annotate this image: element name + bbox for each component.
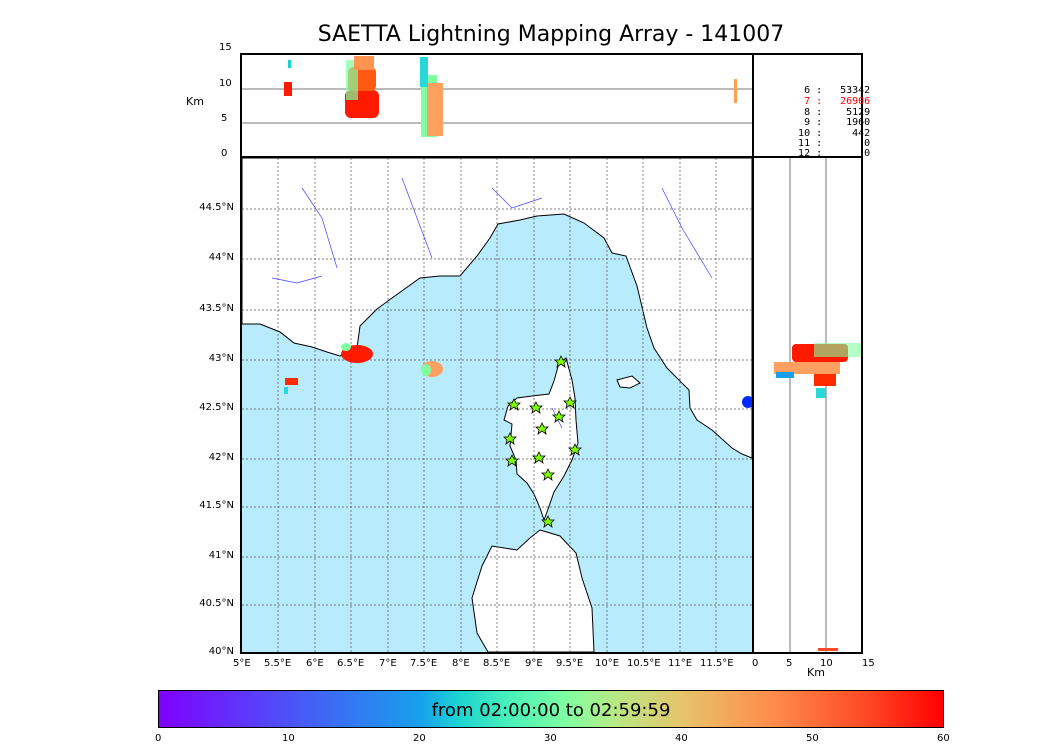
longitude-tick: 7.5°E [410,658,438,669]
colorbar-tick: 0 [155,733,162,744]
altitude-tick: 10 [219,78,232,89]
longitude-tick: 9.5°E [556,658,584,669]
star-icon [503,432,517,445]
longitude-tick: 5°E [233,658,251,669]
colorbar-tick: 30 [544,733,557,744]
longitude-tick: 10.5°E [627,658,661,669]
star-icon [568,443,582,456]
station-count-row: 9 : 1960 [804,117,871,128]
latitude-tick: 44.5°N [199,202,234,213]
colorbar-label: from 02:00:00 to 02:59:59 [431,700,671,721]
star-icon [529,401,543,414]
longitude-tick: 6.5°E [337,658,365,669]
longitude-tick: 9°E [525,658,543,669]
side-cluster-bottom [818,648,838,651]
star-icon [541,515,555,528]
side-tick: 0 [752,658,759,669]
altitude-axis-label: Km [186,95,204,108]
graticule [242,158,752,652]
longitude-tick: 11.5°E [700,658,734,669]
altitude-longitude-plot [242,56,752,137]
star-icon [541,468,555,481]
sardinia-island [471,529,595,652]
cluster-provence-tall [345,56,379,118]
star-icon [505,454,519,467]
latitude-tick: 41.5°N [199,500,234,511]
altitude-longitude-panel [240,53,754,158]
cluster-5-5e-small [284,60,292,96]
plot-title: SAETTA Lightning Mapping Array - 141007 [317,22,785,47]
station-count-row: 10 : 442 [798,128,871,139]
star-icon [507,398,521,411]
altitude-tick: 0 [221,148,228,159]
cluster-far-east [734,79,737,103]
latitude-tick: 40.5°N [199,598,234,609]
altitude-tick: 15 [219,42,232,53]
time-colorbar: from 02:00:00 to 02:59:59 [158,690,944,728]
cluster-offshore-7-5e [420,57,443,137]
map-canvas [242,158,752,652]
colorbar-tick: 60 [937,733,950,744]
longitude-tick: 6°E [306,658,324,669]
colorbar-tick: 50 [806,733,819,744]
station-count-row: 11 : 0 [798,138,871,149]
longitude-tick: 8°E [452,658,470,669]
longitude-tick: 8.5°E [483,658,511,669]
latitude-altitude-plot [774,158,861,652]
station-markers [503,355,582,528]
lightning-cluster-east [742,396,752,408]
star-icon [563,396,577,409]
altitude-tick: 5 [221,113,228,124]
side-tick: 5 [786,658,793,669]
colorbar-tick: 10 [282,733,295,744]
latitude-tick: 42°N [208,452,234,463]
star-icon [535,422,549,435]
latitude-tick: 42.5°N [199,402,234,413]
lightning-cluster-west [284,378,298,394]
latitude-tick: 43°N [208,353,234,364]
station-count-row: 6 : 53342 [804,85,871,96]
longitude-tick: 10°E [595,658,620,669]
latitude-tick: 41°N [208,550,234,561]
star-icon [554,355,568,368]
side-cluster-main [774,343,861,398]
colorbar-tick: 40 [675,733,688,744]
station-count-row: 7 : 26906 [804,96,871,107]
side-axis-label: Km [807,666,825,679]
latitude-tick: 43.5°N [199,303,234,314]
lightning-cluster-provence [341,343,373,363]
star-icon [532,451,546,464]
colorbar-tick: 20 [413,733,426,744]
rivers [271,177,713,429]
lightning-cluster-offshore [421,361,443,377]
latitude-tick: 40°N [208,646,234,657]
longitude-tick: 7°E [379,658,397,669]
plan-view-map [240,156,754,654]
star-icon [552,410,566,423]
longitude-tick: 11°E [668,658,693,669]
elba-island [616,375,641,389]
latitude-tick: 44°N [208,252,234,263]
mainland-coast [242,158,752,459]
station-count-row: 12 : 0 [798,148,871,159]
latitude-altitude-panel [752,156,863,654]
side-tick: 15 [862,658,875,669]
station-count-row: 8 : 5129 [804,107,871,118]
side-tick: 10 [820,658,833,669]
longitude-tick: 5.5°E [264,658,292,669]
